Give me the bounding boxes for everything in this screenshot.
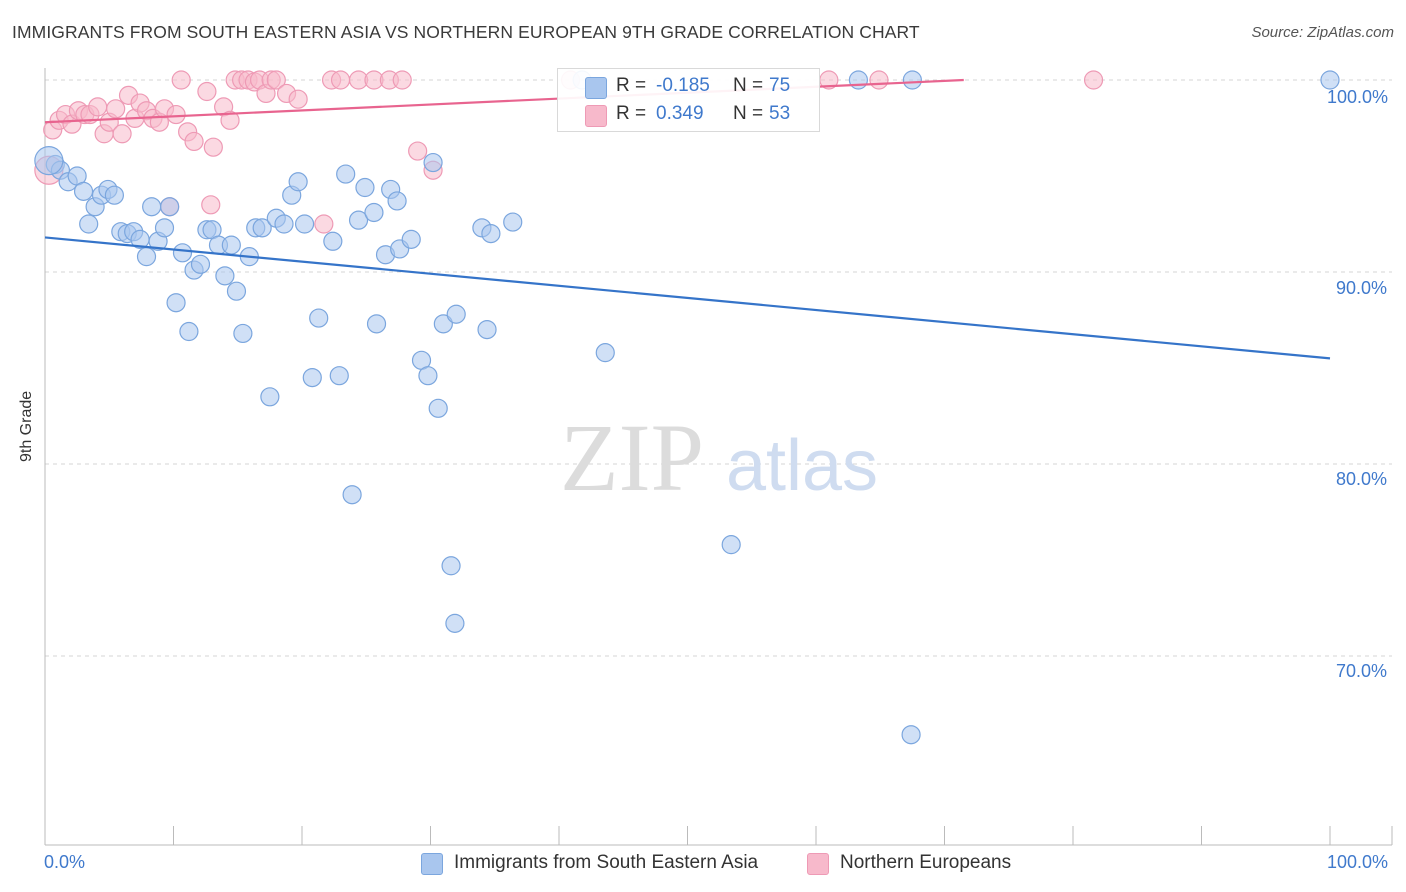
x-tick-label-max: 100.0%	[1327, 852, 1389, 872]
blue-data-point	[221, 235, 241, 255]
pink-data-point	[88, 97, 108, 117]
pink-data-point	[171, 70, 191, 90]
blue-data-point	[366, 314, 387, 334]
blue-data-point	[104, 185, 124, 205]
blue-data-point	[73, 181, 94, 201]
blue-data-point	[902, 70, 922, 90]
blue-data-point	[336, 164, 356, 184]
y-tick-label-90: 90.0%	[1336, 278, 1388, 298]
pink-data-point	[408, 141, 428, 161]
blue-data-point	[288, 172, 308, 192]
legend-n-value-blue: 75	[769, 75, 791, 96]
legend-swatch-blue	[585, 77, 607, 99]
legend-r-label: R =	[616, 103, 647, 124]
blue-data-point	[302, 368, 322, 388]
legend-row-pink: R = 0.349 N = 53	[558, 101, 819, 129]
blue-data-point	[441, 556, 461, 576]
blue-data-point	[433, 314, 453, 334]
pink-data-point	[266, 70, 286, 90]
blue-data-point	[481, 224, 501, 244]
blue-data-point	[215, 266, 235, 286]
blue-data-point	[142, 197, 162, 217]
blue-data-point	[323, 231, 343, 251]
blue-data-point	[595, 343, 615, 363]
legend-n-value-pink: 53	[769, 103, 791, 124]
pink-data-point	[197, 81, 217, 102]
pink-data-point	[1083, 70, 1104, 90]
blue-data-point	[260, 387, 280, 407]
legend-row-blue: R = -0.185 N = 75	[558, 73, 819, 101]
y-axis-label: 9th Grade	[18, 390, 35, 462]
legend-r-label: R =	[616, 75, 647, 96]
bottom-legend-label-blue: Immigrants from South Eastern Asia	[454, 852, 759, 873]
axes	[44, 68, 1393, 846]
blue-data-point	[342, 485, 362, 505]
y-tick-label-80: 80.0%	[1336, 469, 1388, 489]
blue-data-point	[329, 366, 349, 386]
blue-data-point	[136, 247, 157, 267]
blue-data-point	[166, 293, 186, 313]
legend-n-label: N =	[733, 103, 764, 124]
legend-n-label: N =	[733, 75, 764, 96]
pink-data-point	[330, 70, 351, 90]
y-tick-label-70: 70.0%	[1336, 661, 1388, 681]
source-label: Source: ZipAtlas.com	[1251, 24, 1394, 41]
blue-data-point	[445, 613, 465, 633]
pink-data-point	[166, 104, 186, 125]
x-tick-label-min: 0.0%	[44, 852, 86, 872]
stats-legend: R = -0.185 N = 75 R = 0.349 N = 53	[557, 68, 820, 132]
watermark-zip: ZIP	[560, 404, 704, 511]
blue-data-point	[387, 191, 407, 211]
blue-data-point	[1320, 70, 1340, 90]
pink-data-point	[112, 124, 132, 144]
blue-data-point	[274, 214, 294, 234]
blue-data-point	[79, 214, 99, 234]
pink-data-point	[220, 110, 240, 130]
legend-r-value-pink: 0.349	[656, 103, 704, 124]
blue-data-point	[179, 321, 199, 342]
pink-data-point	[314, 214, 334, 234]
pink-data-point	[288, 89, 308, 109]
blue-data-point	[34, 146, 64, 176]
bottom-legend-label-pink: Northern Europeans	[840, 852, 1012, 873]
blue-data-point	[428, 398, 448, 418]
bottom-legend-swatch-blue	[421, 853, 443, 875]
gridlines	[45, 79, 1392, 657]
blue-data-point	[503, 212, 523, 232]
blue-data-point	[348, 210, 369, 230]
blue-data-point	[226, 281, 247, 301]
pink-data-point	[392, 70, 412, 90]
blue-data-point	[418, 366, 438, 386]
blue-data-point	[848, 70, 869, 90]
blue-data-point	[721, 535, 741, 555]
pink-data-point	[106, 99, 126, 119]
pink-data-point	[184, 131, 204, 152]
blue-data-point	[901, 725, 921, 745]
pink-data-point	[203, 137, 223, 157]
blue-data-point	[364, 202, 384, 223]
pink-data-point	[869, 70, 889, 90]
blue-data-point	[190, 254, 211, 274]
blue-data-point	[401, 229, 421, 249]
legend-r-value-blue: -0.185	[656, 75, 710, 96]
blue-data-point	[446, 304, 466, 324]
blue-data-point	[294, 214, 315, 234]
blue-data-point	[477, 320, 497, 340]
blue-data-point	[233, 323, 253, 344]
blue-data-point	[423, 152, 443, 173]
blue-trend-line	[44, 236, 1331, 360]
blue-data-point	[160, 197, 180, 217]
blue-data-point	[309, 308, 329, 328]
blue-data-point	[154, 218, 175, 238]
legend-swatch-pink	[585, 105, 607, 127]
watermark-atlas: atlas	[726, 426, 878, 506]
y-tick-label-100: 100.0%	[1327, 87, 1389, 107]
chart-title: IMMIGRANTS FROM SOUTH EASTERN ASIA VS NO…	[12, 22, 920, 42]
blue-data-point	[355, 177, 375, 198]
blue-data-point	[172, 243, 193, 263]
bottom-legend-swatch-pink	[807, 853, 829, 875]
blue-data-point	[252, 218, 272, 238]
pink-data-point	[201, 195, 221, 215]
